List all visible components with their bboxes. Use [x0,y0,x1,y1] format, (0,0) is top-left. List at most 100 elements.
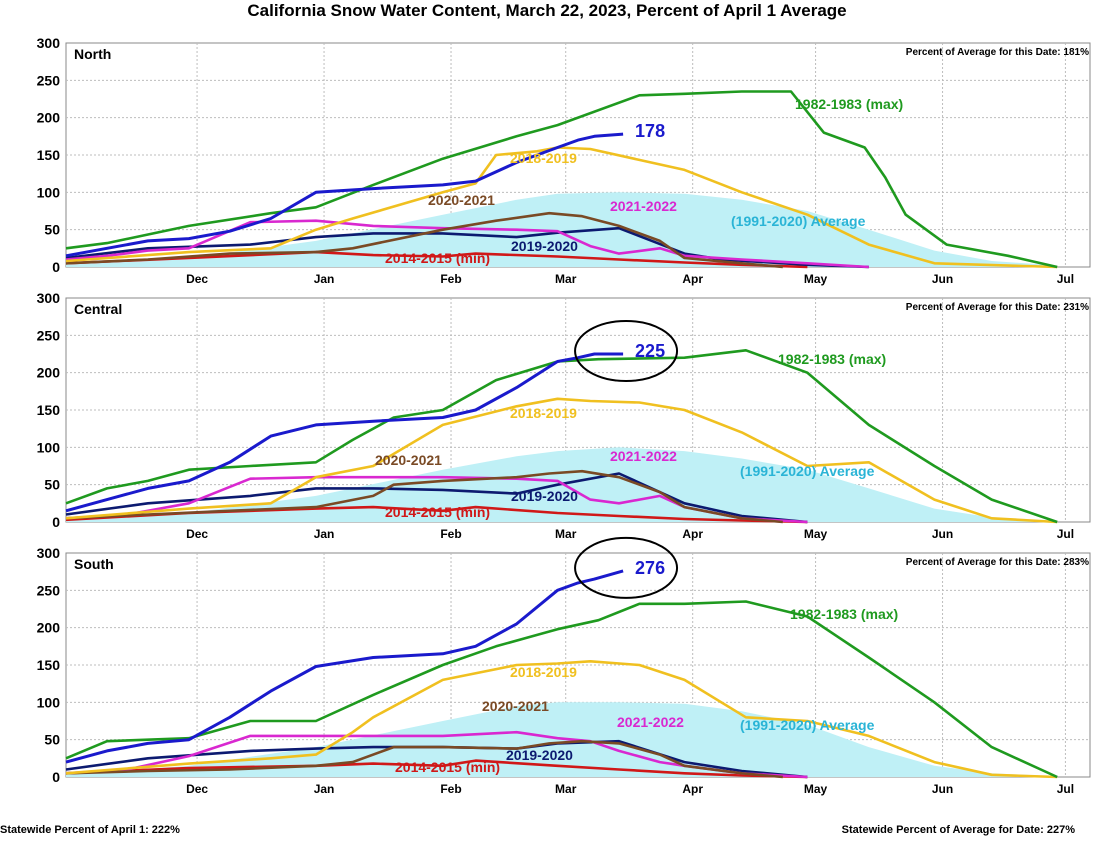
percent-of-average-text: Percent of Average for this Date: 283% [906,557,1089,568]
x-tick-label: Jan [314,527,335,541]
y-tick-label: 50 [44,477,60,493]
series-line-2022-2023 [65,352,624,513]
highlight-circle [574,320,679,382]
highlight-circle [574,536,679,599]
x-tick-label: Jul [1057,527,1074,541]
x-tick-label: Jul [1057,782,1074,796]
series-line-2021-2022 [65,730,808,779]
series-label-1982-1983-max: 1982-1983 (max) [790,606,898,622]
series-line-2018-2019 [65,397,1058,524]
series-line-2020-2021 [65,211,783,269]
current-value-label: 225 [635,341,665,361]
y-tick-label: 150 [37,147,61,163]
series-line-2019-2020 [65,226,869,269]
panel-south: 300 250 200 150 100 50 0 South Percent of Averag… [37,536,1091,796]
series-line-2022-2023 [65,132,624,258]
y-tick-label: 50 [44,222,60,238]
series-label-2014-2015-min: 2014-2015 (min) [395,759,500,775]
series-line-1982-1983-max [65,348,1058,524]
series-label-2019-2020: 2019-2020 [506,747,573,763]
series-line-2018-2019 [65,146,1058,269]
series-label-2014-2015-min: 2014-2015 (min) [385,504,490,520]
x-tick-label: Feb [440,782,461,796]
series-label-2018-2019: 2018-2019 [510,664,577,680]
x-tick-label: Apr [682,272,703,286]
series-label-1991-2020-average: (1991-2020) Average [740,717,875,733]
y-tick-label: 200 [37,110,61,126]
y-tick-label: 300 [37,35,61,51]
chart-title: California Snow Water Content, March 22,… [247,1,846,20]
x-tick-label: Mar [555,782,577,796]
x-tick-label: Dec [186,782,208,796]
x-tick-label: Jun [932,527,953,541]
series-label-2020-2021: 2020-2021 [375,452,442,468]
x-tick-label: Apr [682,527,703,541]
series-label-2020-2021: 2020-2021 [482,698,549,714]
series-label-2019-2020: 2019-2020 [511,488,578,504]
y-tick-label: 100 [37,439,61,455]
x-tick-label: Dec [186,272,208,286]
series-label-2020-2021: 2020-2021 [428,192,495,208]
x-tick-label: Jan [314,272,335,286]
series-line-2018-2019 [65,659,1058,779]
y-tick-label: 250 [37,582,61,598]
x-tick-label: Mar [555,272,577,286]
panel-central: 300 250 200 150 100 50 0 Central Percent of Aver… [37,290,1091,541]
series-label-2021-2022: 2021-2022 [610,448,677,464]
series-label-2018-2019: 2018-2019 [510,405,577,421]
percent-of-average-text: Percent of Average for this Date: 231% [906,302,1089,313]
series-average-area [66,192,1058,267]
series-line-2019-2020 [65,472,808,524]
x-tick-label: Feb [440,272,461,286]
y-tick-label: 300 [37,545,61,561]
y-tick-label: 50 [44,732,60,748]
y-tick-label: 100 [37,694,61,710]
series-label-2019-2020: 2019-2020 [511,238,578,254]
region-label: North [74,46,111,62]
series-line-2021-2022 [65,219,869,269]
percent-of-average-text: Percent of Average for this Date: 181% [906,47,1089,58]
x-tick-label: May [804,272,828,286]
region-label: South [74,556,114,572]
x-tick-label: Feb [440,527,461,541]
x-tick-label: May [804,527,828,541]
series-line-2020-2021 [65,739,783,779]
x-tick-label: May [804,782,828,796]
footer-statewide-date: Statewide Percent of Average for Date: 2… [842,824,1076,836]
series-label-2018-2019: 2018-2019 [510,150,577,166]
panel-north: 300 250 200 150 100 50 0 North Percent of Averag… [37,35,1091,286]
x-tick-label: Jun [932,782,953,796]
series-label-1982-1983-max: 1982-1983 (max) [778,351,886,367]
y-tick-label: 200 [37,365,61,381]
y-tick-label: 0 [52,769,60,785]
y-tick-label: 300 [37,290,61,306]
y-tick-label: 150 [37,657,61,673]
y-tick-label: 100 [37,184,61,200]
x-tick-label: Mar [555,527,577,541]
y-tick-label: 0 [52,259,60,275]
footer-statewide-april1: Statewide Percent of April 1: 222% [0,824,180,836]
series-label-1982-1983-max: 1982-1983 (max) [795,96,903,112]
y-tick-label: 250 [37,327,61,343]
y-tick-label: 250 [37,72,61,88]
series-line-2022-2023 [65,569,624,764]
current-value-label: 178 [635,121,665,141]
series-line-1982-1983-max [65,90,1058,269]
x-tick-label: Jun [932,272,953,286]
x-tick-label: Jul [1057,272,1074,286]
series-line-2020-2021 [65,469,783,524]
series-label-2021-2022: 2021-2022 [610,198,677,214]
series-label-1991-2020-average: (1991-2020) Average [731,213,866,229]
series-label-2021-2022: 2021-2022 [617,714,684,730]
y-tick-label: 0 [52,514,60,530]
series-line-1982-1983-max [65,600,1058,779]
chart-panels: 300 250 200 150 100 50 0 North Percent of Averag… [37,35,1091,796]
x-tick-label: Jan [314,782,335,796]
y-tick-label: 200 [37,620,61,636]
x-tick-label: Dec [186,527,208,541]
x-tick-label: Apr [682,782,703,796]
series-label-1991-2020-average: (1991-2020) Average [740,463,875,479]
series-label-2014-2015-min: 2014-2015 (min) [385,250,490,266]
region-label: Central [74,301,122,317]
